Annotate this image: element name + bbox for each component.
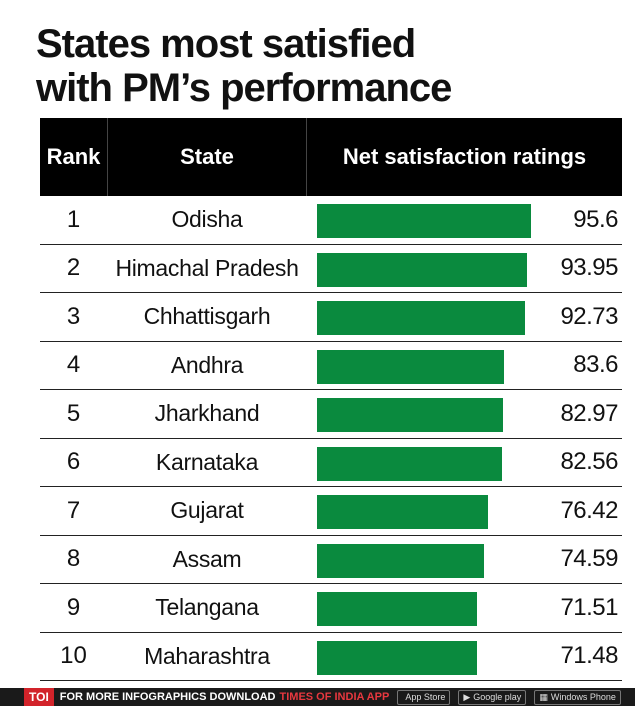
rank-cell: 10 xyxy=(60,642,87,670)
state-cell: Himachal Pradesh xyxy=(115,254,299,281)
rank-cell: 9 xyxy=(66,593,81,621)
rating-bar xyxy=(317,301,525,335)
rating-value: 74.59 xyxy=(560,545,618,573)
footer-text: FOR MORE INFOGRAPHICS DOWNLOAD xyxy=(59,691,276,703)
rating-bar xyxy=(317,204,532,238)
rating-bar xyxy=(317,495,489,529)
table-body: 1 Odisha 95.6 2 Himachal Pradesh 93.95 3 Chhatt… xyxy=(40,196,622,681)
table-row: 8 Assam 74.59 xyxy=(40,536,622,584)
windows-icon: ▦ xyxy=(539,691,548,702)
rating-bar xyxy=(317,543,485,578)
state-cell: Andhra xyxy=(170,351,244,378)
rank-cell: 6 xyxy=(66,448,81,476)
rating-value: 83.6 xyxy=(573,351,618,379)
rank-cell: 3 xyxy=(66,302,81,330)
rating-bar xyxy=(317,446,502,481)
table-row: 3 Chhattisgarh 92.73 xyxy=(40,293,622,342)
state-cell: Odisha xyxy=(171,206,243,233)
store-badges: App Store ▶ Google play ▦ Windows Phone xyxy=(389,689,621,705)
table-row: 7 Gujarat 76.42 xyxy=(40,487,622,536)
state-cell: Maharashtra xyxy=(144,642,270,669)
table-row: 4 Andhra 83.6 xyxy=(40,342,622,390)
state-cell: Karnataka xyxy=(155,448,259,475)
badge-label: Google play xyxy=(473,692,522,702)
rating-bar xyxy=(317,349,505,384)
badge-label: Windows Phone xyxy=(550,692,616,702)
windows-badge[interactable]: ▦ Windows Phone xyxy=(534,689,621,705)
rating-value: 95.6 xyxy=(573,205,618,233)
toi-logo: TOI xyxy=(24,688,54,706)
google-play-icon: ▶ xyxy=(463,691,471,702)
rating-value: 82.56 xyxy=(560,448,618,476)
rank-cell: 4 xyxy=(66,351,81,379)
rating-bar xyxy=(317,252,528,287)
table-header: Rank State Net satisfaction ratings xyxy=(40,118,622,196)
state-cell: Assam xyxy=(172,545,242,572)
rating-value: 71.48 xyxy=(560,642,618,670)
rank-cell: 2 xyxy=(66,254,81,282)
state-cell: Jharkhand xyxy=(154,400,260,427)
rank-cell: 7 xyxy=(66,496,81,524)
table-row: 1 Odisha 95.6 xyxy=(40,196,622,245)
apple-badge[interactable]: App Store xyxy=(397,689,451,705)
rating-value: 82.97 xyxy=(560,399,618,427)
rank-cell: 5 xyxy=(66,399,81,427)
header-rank: Rank xyxy=(46,144,101,169)
rating-bar xyxy=(317,398,503,432)
footer-banner: TOI FOR MORE INFOGRAPHICS DOWNLOAD TIMES… xyxy=(0,688,635,706)
table-row: 6 Karnataka 82.56 xyxy=(40,439,622,487)
rank-cell: 1 xyxy=(66,205,81,233)
state-cell: Gujarat xyxy=(170,497,244,524)
badge-label: App Store xyxy=(405,692,446,702)
rating-value: 71.51 xyxy=(560,593,618,621)
rating-value: 92.73 xyxy=(560,302,618,330)
rank-cell: 8 xyxy=(66,545,81,573)
ratings-table: Rank State Net satisfaction ratings 1 Odi… xyxy=(40,118,622,681)
table-row: 9 Telangana 71.51 xyxy=(40,584,622,633)
title-line-1: States most satisfied xyxy=(36,22,416,66)
table-row: 5 Jharkhand 82.97 xyxy=(40,390,622,439)
rating-value: 76.42 xyxy=(560,496,618,524)
header-state: State xyxy=(107,118,307,196)
google-play-badge[interactable]: ▶ Google play xyxy=(458,689,527,705)
chart-title: States most satisfied with PM’s performa… xyxy=(36,22,452,110)
rating-bar xyxy=(317,640,478,675)
title-line-2: with PM’s performance xyxy=(36,66,452,110)
table-row: 2 Himachal Pradesh 93.95 xyxy=(40,245,622,293)
table-row: 10 Maharashtra 71.48 xyxy=(40,633,622,681)
header-rating: Net satisfaction ratings xyxy=(342,144,587,169)
state-cell: Telangana xyxy=(155,594,259,621)
state-cell: Chhattisgarh xyxy=(143,303,271,330)
rating-value: 93.95 xyxy=(560,254,618,282)
rating-bar xyxy=(317,592,478,626)
footer-app-name: TIMES OF INDIA APP xyxy=(279,691,390,703)
